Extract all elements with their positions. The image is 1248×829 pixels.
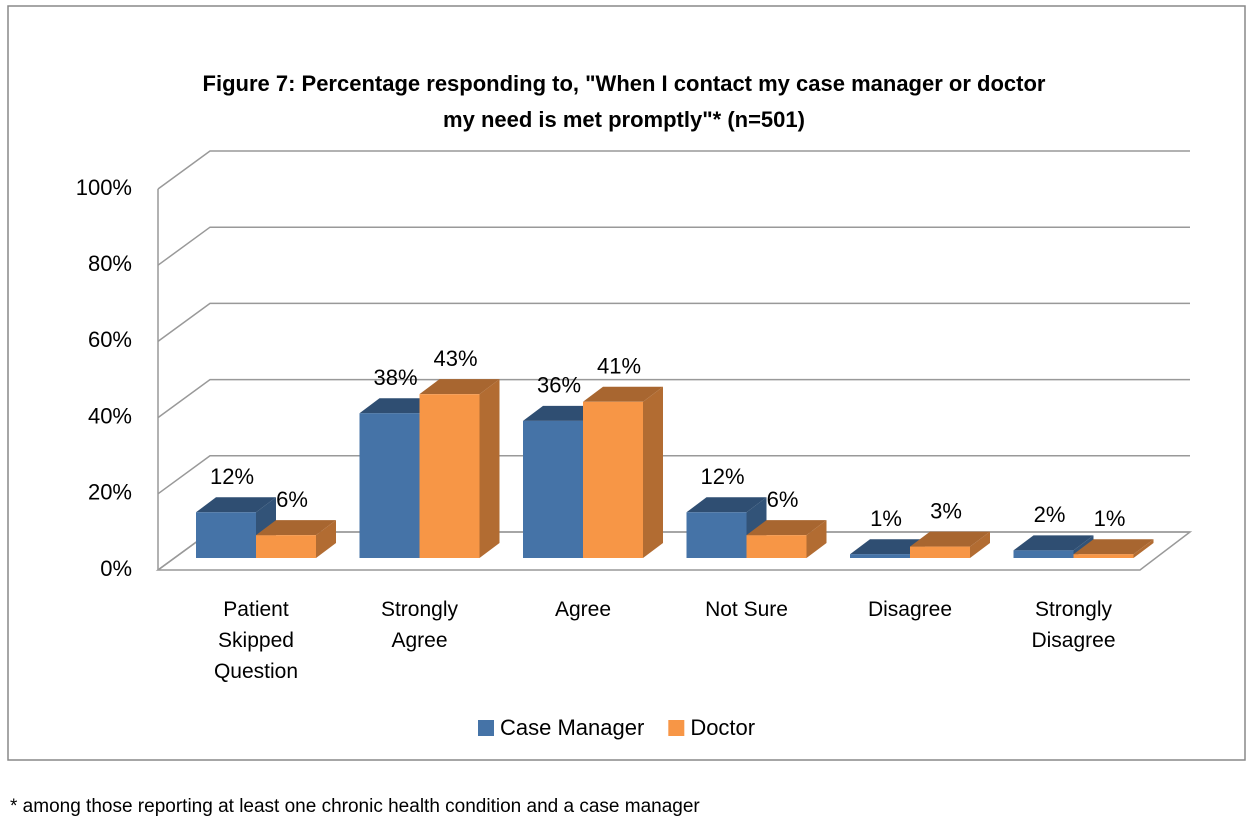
x-tick-label: Strongly Disagree — [1031, 598, 1116, 652]
x-tick-label: Patient Skipped Question — [213, 598, 299, 683]
bar-top — [746, 520, 827, 536]
grid-line — [157, 455, 1190, 495]
bar — [910, 531, 990, 558]
y-tick-label: 100% — [76, 175, 132, 200]
bar-front — [359, 413, 420, 558]
data-label: 36% — [537, 373, 581, 398]
data-label: 1% — [870, 506, 902, 531]
y-tick-label: 60% — [88, 327, 132, 352]
data-label: 12% — [210, 464, 254, 489]
y-tick-label: 20% — [88, 480, 132, 505]
bar-side — [970, 531, 990, 558]
data-label: 12% — [700, 464, 744, 489]
bar-top — [256, 520, 336, 536]
bar-side — [643, 386, 663, 558]
chart-border — [7, 5, 1246, 761]
chart-title: Figure 7: Percentage responding to, "Whe… — [202, 71, 1046, 132]
legend-label: Doctor — [690, 715, 755, 740]
bar-side — [316, 520, 336, 558]
bar-front — [419, 394, 480, 558]
data-label: 6% — [767, 487, 799, 512]
bar-top — [196, 497, 276, 513]
data-label: 38% — [373, 365, 417, 390]
x-tick-label: Strongly Agree — [380, 598, 459, 652]
x-tick-label: Not Sure — [705, 598, 788, 621]
x-tick-label: Agree — [554, 598, 612, 621]
bar-side — [479, 379, 500, 558]
y-tick-label: 40% — [88, 403, 132, 428]
bar-front — [196, 512, 256, 558]
data-label: 43% — [433, 346, 477, 371]
grid-line — [157, 226, 1190, 266]
bar-front — [910, 546, 970, 558]
bar-front — [850, 554, 910, 558]
legend-swatch — [478, 720, 494, 736]
bar-top — [419, 379, 500, 395]
bar-side — [1133, 539, 1154, 558]
x-tick-label: Disagree — [867, 598, 953, 621]
bar — [419, 379, 500, 558]
bar-top — [1013, 535, 1094, 551]
data-label: 2% — [1034, 502, 1066, 527]
footnote: * among those reporting at least one chr… — [10, 796, 700, 817]
bar-front — [256, 535, 316, 558]
bar-front — [746, 535, 807, 558]
bar-front — [583, 401, 643, 558]
legend-label: Case Manager — [500, 715, 644, 740]
data-label: 6% — [276, 487, 308, 512]
grid-line — [157, 378, 1190, 419]
bar-front — [523, 420, 583, 558]
data-label: 1% — [1094, 506, 1126, 531]
legend-swatch — [668, 720, 685, 736]
bar — [256, 520, 336, 558]
data-label: 41% — [597, 354, 641, 379]
data-label: 3% — [930, 498, 962, 523]
bar-top — [583, 386, 663, 402]
y-tick-label: 0% — [100, 556, 132, 581]
y-tick-label: 80% — [88, 251, 132, 276]
bar-side — [806, 520, 827, 558]
bar-top — [910, 531, 990, 547]
bar-top — [686, 497, 767, 513]
bar — [583, 386, 663, 558]
bar-front — [1073, 554, 1134, 558]
bar-front — [686, 512, 747, 558]
bar — [746, 520, 827, 558]
grid-line — [157, 150, 1190, 190]
bar-top — [1073, 539, 1154, 555]
grid-line — [157, 302, 1190, 343]
bar — [1073, 539, 1154, 558]
bar-front — [1013, 550, 1074, 558]
